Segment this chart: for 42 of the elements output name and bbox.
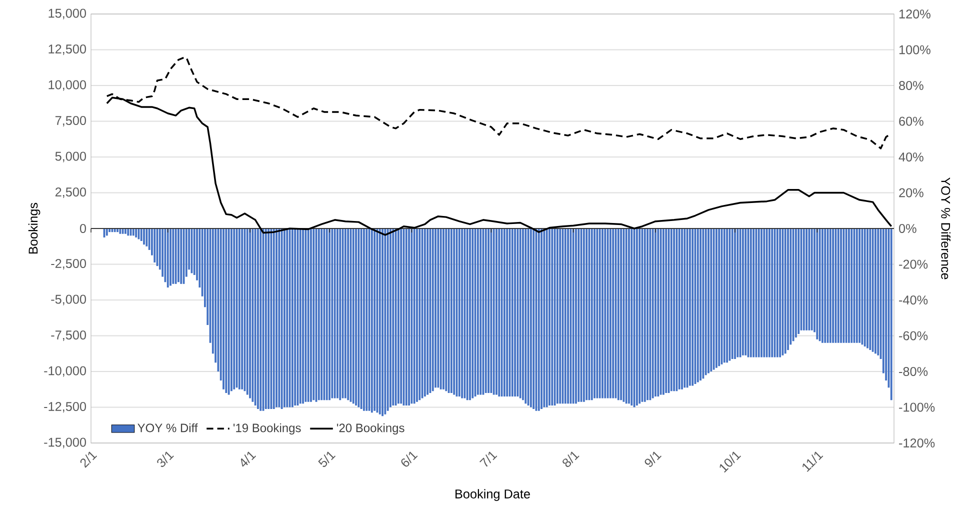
x-tick-label: 8/1	[562, 452, 580, 467]
y-tick-label: -15,000	[44, 438, 86, 448]
y-tick-label: -7,500	[51, 330, 86, 341]
y2-tick-label: -40%	[899, 296, 928, 304]
legend-label: '20 Bookings	[337, 423, 404, 435]
y-axis-title: Bookings	[28, 202, 40, 254]
legend-label: YOY % Diff	[138, 423, 198, 432]
y2-tick-label: -80%	[899, 367, 928, 376]
y-tick-label: 12,500	[48, 44, 86, 55]
y-tick-label: -5,000	[51, 294, 86, 306]
x-tick-label: 4/1	[240, 452, 256, 467]
y2-tick-label: -100%	[899, 402, 935, 412]
y-tick-label: 5,000	[55, 152, 86, 162]
y2-tick-label: 0%	[898, 224, 916, 233]
x-tick-label: 3/1	[157, 452, 174, 467]
y-tick-label: 2,500	[55, 188, 86, 198]
x-axis-title: Booking Date	[456, 489, 530, 501]
y2-tick-label: -20%	[899, 260, 928, 269]
y2-tick-label: 40%	[898, 152, 924, 162]
y-tick-label: -10,000	[44, 366, 86, 377]
x-tick-label: 5/1	[318, 452, 336, 467]
x-tick-label: 6/1	[401, 452, 418, 467]
x-tick-label: 7/1	[480, 452, 498, 467]
y2-tick-label: -120%	[899, 438, 935, 448]
y-tick-label: -2,500	[51, 259, 86, 270]
y-tick-label: 7,500	[55, 116, 86, 126]
y2-tick-label: 100%	[899, 45, 930, 54]
x-tick-label: 2/1	[80, 452, 98, 468]
y2-tick-label: 80%	[899, 81, 924, 90]
y2-tick-label: 60%	[899, 116, 924, 126]
y-tick-label: 15,000	[48, 8, 86, 20]
y2-tick-label: 120%	[899, 10, 930, 18]
legend-label: '19 Bookings	[234, 423, 301, 435]
y2-tick-label: 20%	[899, 188, 924, 198]
x-tick-label: 11/1	[802, 452, 824, 472]
y-tick-label: 10,000	[48, 80, 86, 91]
x-tick-label: 10/1	[720, 452, 742, 473]
y-tick-label: -12,500	[44, 402, 86, 412]
y-tick-label: 0	[80, 224, 86, 233]
x-tick-label: 9/1	[644, 452, 662, 467]
y2-tick-label: -60%	[899, 331, 928, 340]
y2-axis-title: YOY % Difference	[941, 177, 950, 280]
